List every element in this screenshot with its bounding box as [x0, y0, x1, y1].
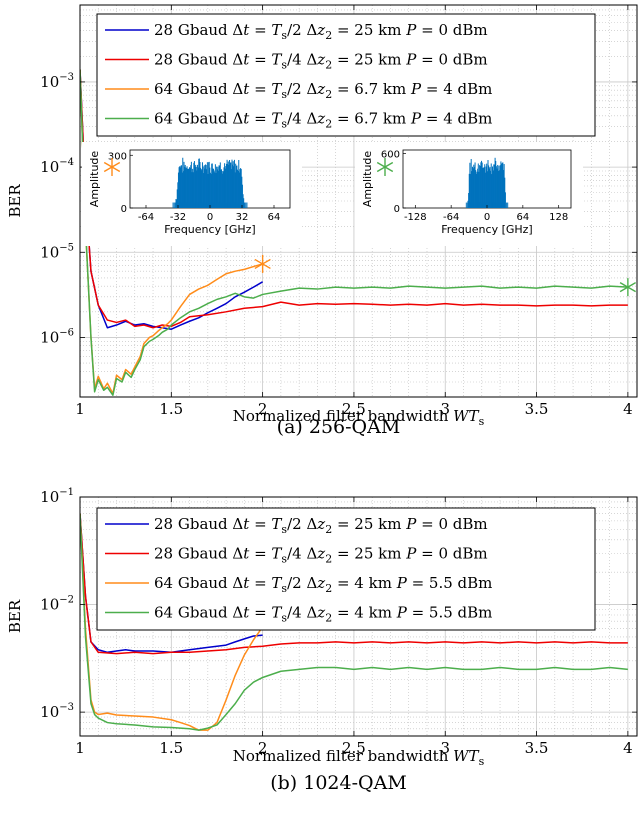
legend-entry-2: 28 Gbaud Δt = Ts/4 Δz2 = 25 km P = 0 dBm [154, 545, 488, 566]
inset-y-tick-label: 0 [394, 204, 400, 215]
series-line-4 [80, 69, 628, 396]
legend-entry-2: 28 Gbaud Δt = Ts/4 Δz2 = 25 km P = 0 dBm [154, 51, 488, 72]
star-stroke [103, 161, 121, 173]
inset-x-label: Frequency [GHz] [164, 223, 255, 236]
legend: 28 Gbaud Δt = Ts/2 Δz2 = 25 km P = 0 dBm… [96, 507, 596, 631]
legend-entry-3: 64 Gbaud Δt = Ts/2 Δz2 = 6.7 km P = 4 dB… [154, 80, 492, 101]
inset-star-marker [376, 158, 394, 176]
legend-box [96, 13, 596, 137]
y-axis-label: BER [6, 599, 24, 633]
x-tick-label: 4 [623, 400, 633, 418]
series-line-1 [80, 69, 263, 330]
star-stroke [619, 282, 637, 293]
x-tick-label: 1 [75, 739, 85, 757]
inset-x-tick-label: 64 [516, 212, 529, 223]
series-line-3 [80, 513, 264, 731]
inset-y-label: Amplitude [361, 151, 374, 208]
inset-x-tick-label: -32 [170, 212, 186, 223]
legend-entry-3: 64 Gbaud Δt = Ts/2 Δz2 = 4 km P = 5.5 dB… [154, 574, 492, 595]
x-tick-label: 3.5 [525, 400, 549, 418]
series-group [80, 513, 628, 731]
inset-x-tick-label: 64 [268, 212, 281, 223]
inset-y-label: Amplitude [88, 151, 101, 208]
y-axis-label: BER [6, 184, 24, 218]
x-tick-label: 4 [623, 739, 633, 757]
panel-b-1024qam: 1 1.5 2 2.5 3 3.5 4 10−3 10−2 10−1 BER Normalized f… [6, 487, 638, 794]
series-line-2 [80, 69, 628, 329]
inset-y-tick-label: 300 [108, 151, 127, 162]
legend-entry-4: 64 Gbaud Δt = Ts/4 Δz2 = 6.7 km P = 4 dB… [154, 110, 492, 131]
y-tick-label: 10−5 [40, 242, 74, 261]
star-marker-1 [254, 254, 271, 273]
legend: 28 Gbaud Δt = Ts/2 Δz2 = 25 km P = 0 dBm… [96, 13, 596, 137]
series-group [80, 69, 628, 396]
legend-box [96, 507, 596, 631]
legend-entry-1: 28 Gbaud Δt = Ts/2 Δz2 = 25 km P = 0 dBm [154, 21, 488, 42]
star-stroke [254, 258, 271, 270]
inset-x-tick-label: -64 [138, 212, 154, 223]
series-line-1 [80, 513, 263, 654]
y-tick-label: 10−2 [40, 595, 74, 614]
series-line-4 [80, 513, 628, 731]
series-line-2 [80, 513, 628, 655]
y-tick-label: 10−4 [40, 157, 74, 176]
x-tick-label: 3 [440, 400, 450, 418]
inset-y-tick-label: 600 [381, 150, 400, 161]
x-axis-label: Normalized filter bandwidth WTs [233, 747, 485, 768]
x-tick-label: 1.5 [159, 400, 183, 418]
inset-y-tick-label: 0 [121, 204, 127, 215]
panel-caption: (a) 256-QAM [277, 416, 401, 438]
x-tick-label: 2 [258, 400, 268, 418]
y-tick-label: 10−3 [40, 702, 74, 721]
legend-entry-4: 64 Gbaud Δt = Ts/4 Δz2 = 4 km P = 5.5 dB… [154, 604, 492, 625]
inset-x-tick-label: -128 [404, 212, 427, 223]
x-tick-label: 3 [440, 739, 450, 757]
panel-a-256qam: 1 1.5 2 2.5 3 3.5 4 10−6 10−5 10−4 10−3 BER Normaliz… [6, 4, 638, 438]
inset-x-tick-label: -64 [443, 212, 459, 223]
plot-frame [79, 4, 638, 398]
x-tick-label: 1 [75, 400, 85, 418]
inset-x-tick-label: 0 [484, 212, 490, 223]
legend-entry-1: 28 Gbaud Δt = Ts/2 Δz2 = 25 km P = 0 dBm [154, 515, 488, 536]
x-tick-label: 2.5 [342, 400, 366, 418]
inset-2: -128 -64 0 64 128 0 600 Frequency [GHz] Amplitud… [355, 142, 583, 246]
y-tick-label: 10−3 [40, 72, 74, 91]
y-tick-label: 10−6 [40, 327, 74, 346]
plot-frame [79, 496, 638, 737]
x-axis-label: Normalized filter bandwidth WTs [233, 407, 485, 428]
inset-x-tick-label: 32 [236, 212, 249, 223]
inset-x-label: Frequency [GHz] [441, 223, 532, 236]
x-tick-label: 2 [258, 739, 268, 757]
x-tick-label: 3.5 [525, 739, 549, 757]
inset-1: -64 -32 0 32 64 0 300 Frequency [GHz] Amplitude [82, 142, 302, 246]
inset-x-tick-label: 0 [207, 212, 213, 223]
inset-star-marker [103, 158, 121, 176]
x-tick-label: 2.5 [342, 739, 366, 757]
inset-x-tick-label: 128 [549, 212, 568, 223]
star-marker-2 [619, 278, 637, 297]
panel-caption: (b) 1024-QAM [270, 772, 407, 794]
star-stroke [376, 161, 394, 173]
x-tick-label: 1.5 [159, 739, 183, 757]
y-tick-label: 10−1 [40, 487, 74, 506]
